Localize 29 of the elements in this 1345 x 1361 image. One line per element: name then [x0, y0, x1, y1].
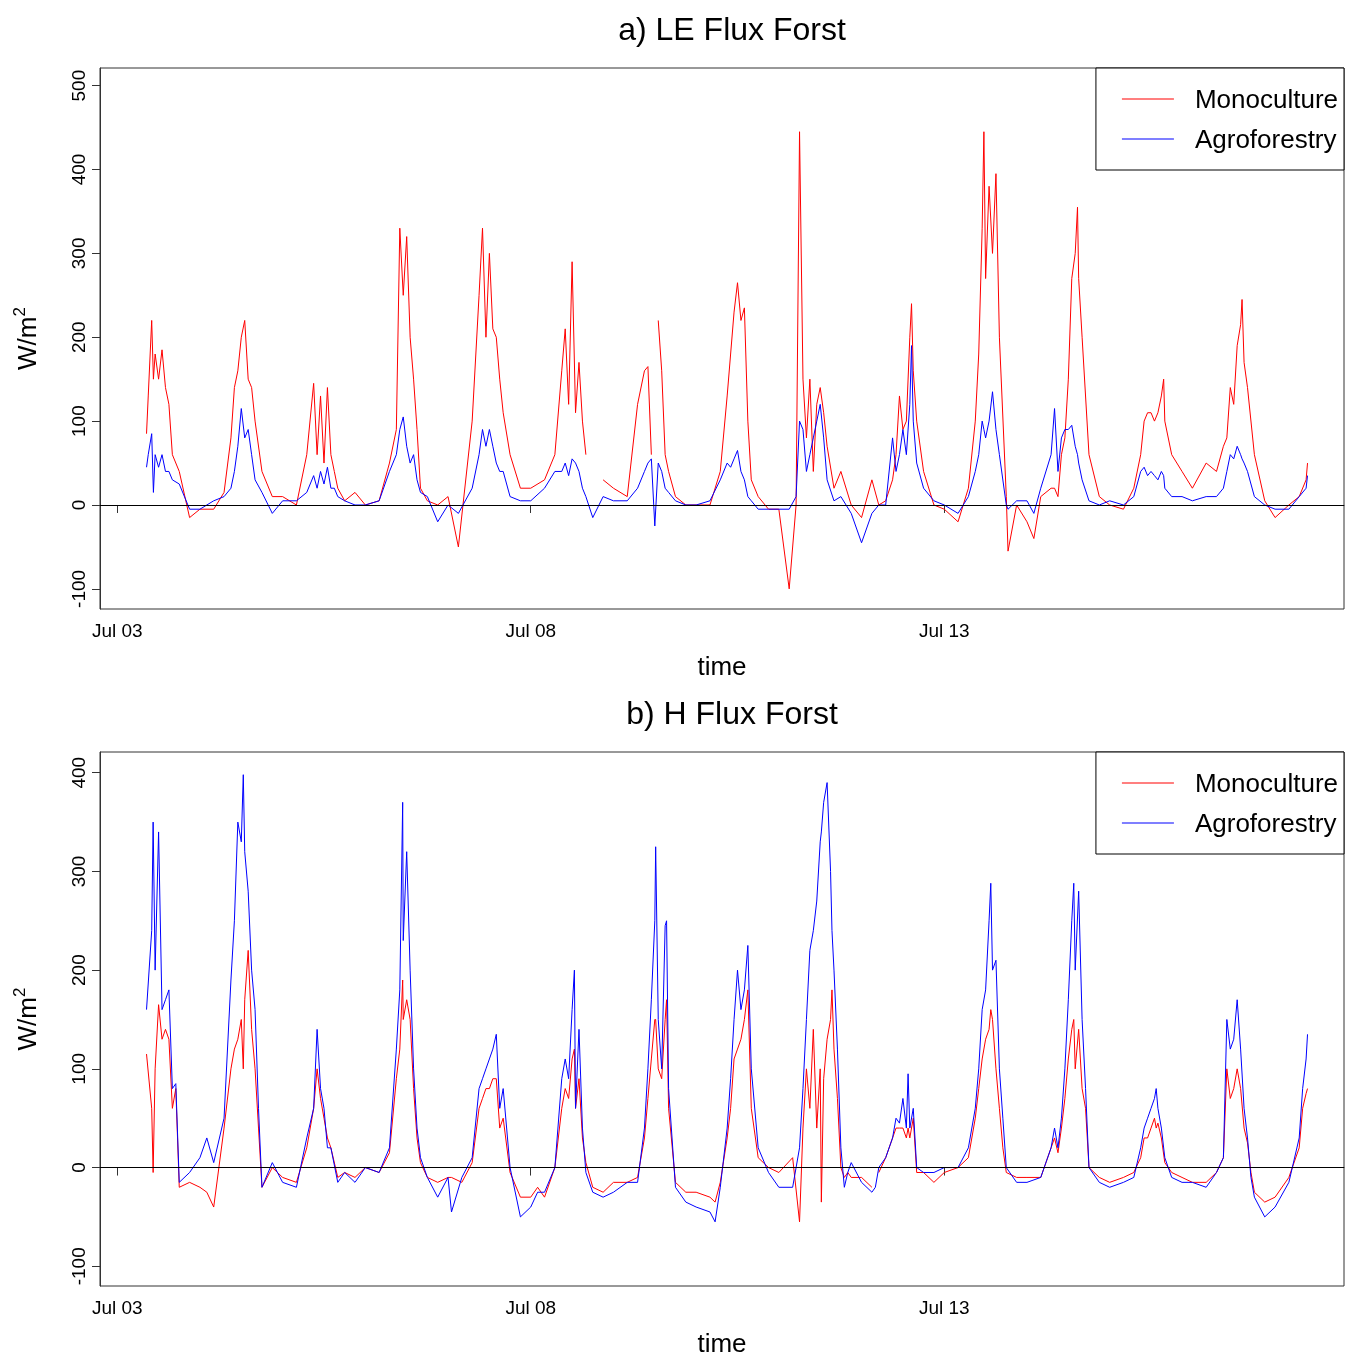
y-tick-label: 400: [68, 756, 89, 789]
legend-label: Agroforestry: [1194, 124, 1337, 154]
x-axis-title: time: [697, 1328, 747, 1358]
y-tick-label: 100: [68, 405, 89, 437]
x-tick-label: Jul 03: [91, 1297, 143, 1318]
y-axis-title: W/m2: [10, 307, 42, 370]
x-axis-title: time: [697, 651, 747, 681]
y-tick-label: 400: [68, 153, 89, 186]
chart-title: a) LE Flux Forst: [618, 11, 846, 47]
y-tick-label: 300: [68, 237, 89, 270]
y-axis-title: W/m2: [10, 987, 42, 1051]
y-tick-label: 0: [68, 499, 89, 511]
y-tick-label: -100: [68, 1247, 89, 1286]
x-tick-label: Jul 13: [918, 620, 970, 641]
legend-label: Monoculture: [1194, 768, 1338, 798]
y-tick-label: -100: [68, 569, 89, 608]
x-tick-label: Jul 08: [505, 620, 557, 641]
y-tick-label: 0: [68, 1162, 89, 1173]
chart-title: b) H Flux Forst: [626, 695, 838, 731]
x-tick-label: Jul 03: [91, 620, 143, 641]
x-tick-label: Jul 13: [918, 1297, 970, 1318]
legend-label: Agroforestry: [1194, 808, 1337, 838]
y-tick-label: 300: [68, 855, 89, 888]
x-tick-label: Jul 08: [505, 1297, 557, 1318]
y-tick-label: 200: [68, 321, 89, 354]
y-tick-label: 200: [68, 954, 89, 986]
y-tick-label: 100: [68, 1052, 89, 1085]
legend-label: Monoculture: [1194, 84, 1338, 114]
y-tick-label: 500: [68, 69, 89, 102]
